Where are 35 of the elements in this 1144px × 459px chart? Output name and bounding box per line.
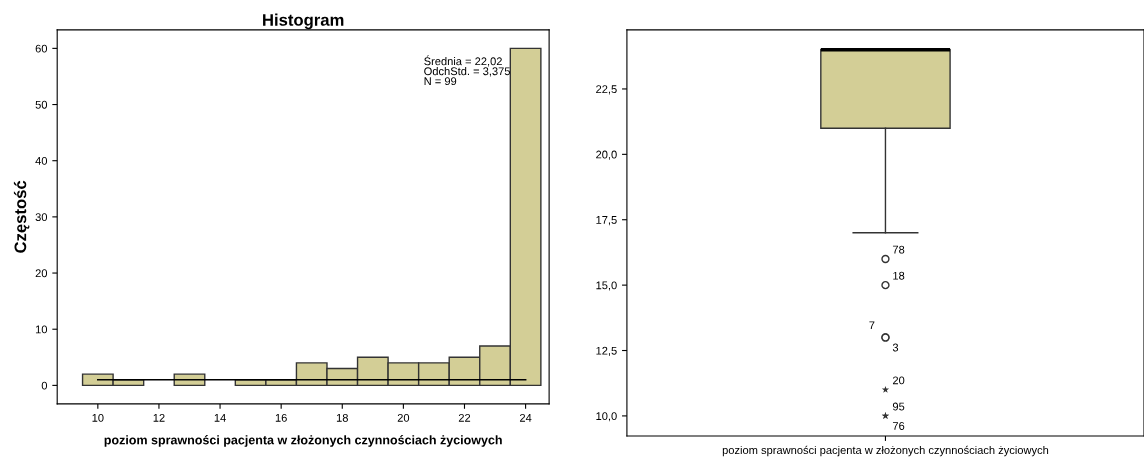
x-tick-label: 18 [336,413,348,422]
x-axis-title: poziom sprawności pacjenta w złożonych czynnościach życiowych [104,435,502,447]
point [881,385,890,393]
x-tick-label: 10 [92,413,104,422]
annotation: 18 [893,271,905,280]
y-tick-label: 40 [35,156,48,165]
annotation: 78 [892,245,905,254]
point [881,254,890,264]
y-tick-label: 50 [35,100,48,109]
y-tick-label: 60 [35,44,48,53]
x-tick-label: 22 [458,413,471,422]
y-tick-label: 30 [35,213,48,222]
y-tick-label: 10 [35,325,48,334]
annotation: Średnia = 22,02 OdchStd. = 3,375 N = 99 [424,55,510,86]
y-axis-title: Częstość [13,180,30,253]
y-tick-label: 0 [41,381,48,390]
y-tick-label: 15,0 [596,281,617,291]
x-tick-label: 20 [397,413,410,422]
y-tick-label: 20 [35,269,48,278]
y-tick-label: 17,5 [596,216,617,226]
annotation: 20 [892,376,905,385]
x-tick-label: 24 [519,413,532,422]
annotation: 76 [892,422,905,430]
point [881,280,890,290]
y-tick-label: 20,0 [596,150,617,160]
annotation: 95 [892,402,905,411]
y-tick-label: 10,0 [596,412,617,422]
chart-title: Histogram [263,13,344,30]
annotation: 7 [869,321,875,330]
y-tick-label: 12,5 [596,346,617,356]
y-tick-label: 22,5 [596,85,617,95]
x-tick-label: 14 [214,414,226,422]
x-tick-label: 16 [275,413,287,422]
annotation: 3 [892,343,899,352]
x-tick-label: 12 [153,413,165,422]
